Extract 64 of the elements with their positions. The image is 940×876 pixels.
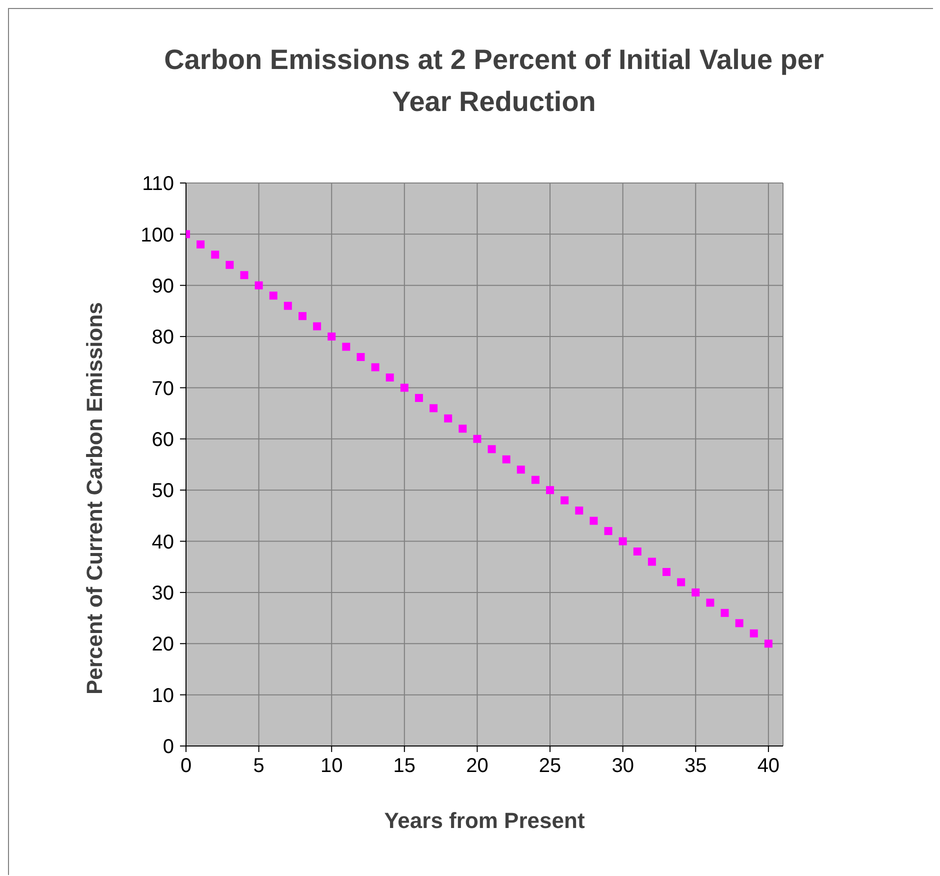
x-tick-label: 25 bbox=[538, 755, 562, 778]
point bbox=[298, 312, 306, 320]
x-tick-label: 30 bbox=[612, 755, 634, 778]
point bbox=[720, 608, 729, 617]
point bbox=[662, 568, 671, 576]
y-tick-label: 20 bbox=[152, 634, 174, 656]
point bbox=[546, 486, 554, 494]
point bbox=[444, 414, 452, 422]
point bbox=[750, 629, 758, 638]
chart-title: Carbon Emissions at 2 Percent of Initial Value per Year Reduction bbox=[163, 43, 825, 119]
y-tick-label: 30 bbox=[152, 582, 174, 605]
point bbox=[458, 424, 467, 433]
x-axis-title: Years from Present bbox=[384, 808, 586, 833]
x-tick-label: 5 bbox=[253, 755, 264, 778]
point bbox=[590, 516, 598, 525]
point bbox=[386, 373, 394, 382]
x-tick-label: 20 bbox=[466, 755, 488, 778]
y-tick-label: 110 bbox=[142, 173, 174, 196]
point bbox=[648, 558, 656, 566]
point bbox=[633, 548, 642, 556]
point bbox=[211, 250, 220, 259]
y-tick-label: 10 bbox=[152, 684, 174, 707]
point bbox=[735, 619, 744, 628]
point bbox=[473, 434, 482, 443]
y-tick-label: 80 bbox=[152, 326, 174, 349]
y-tick-label: 0 bbox=[162, 736, 174, 758]
x-tick-label: 15 bbox=[393, 755, 416, 778]
x-tick-label: 40 bbox=[757, 755, 780, 778]
point bbox=[414, 394, 423, 402]
point bbox=[328, 332, 336, 341]
point bbox=[618, 537, 627, 546]
point bbox=[430, 404, 438, 412]
y-tick-label: 100 bbox=[140, 224, 174, 246]
point bbox=[764, 640, 772, 648]
point bbox=[677, 578, 686, 586]
point bbox=[226, 260, 234, 269]
y-tick-label: 40 bbox=[152, 531, 174, 554]
point bbox=[371, 363, 380, 372]
point bbox=[560, 496, 569, 504]
y-axis-title: Percent of Current Carbon Emissions bbox=[82, 302, 107, 694]
point bbox=[531, 476, 540, 484]
y-tick-label: 60 bbox=[152, 429, 174, 452]
point bbox=[488, 445, 496, 454]
point bbox=[313, 322, 322, 330]
point bbox=[284, 302, 292, 310]
y-tick-label: 70 bbox=[152, 378, 174, 400]
point bbox=[269, 292, 278, 300]
point bbox=[356, 353, 365, 362]
point bbox=[604, 527, 612, 536]
y-tick-label: 90 bbox=[152, 275, 174, 298]
point bbox=[400, 384, 408, 392]
point bbox=[240, 271, 248, 280]
point bbox=[575, 506, 584, 515]
point bbox=[516, 466, 525, 474]
point bbox=[706, 598, 714, 607]
x-tick-label: 10 bbox=[320, 755, 343, 778]
y-tick-label: 50 bbox=[152, 480, 174, 502]
point bbox=[692, 588, 700, 596]
x-tick-label: 0 bbox=[180, 755, 192, 778]
x-tick-label: 35 bbox=[684, 755, 707, 778]
point bbox=[502, 455, 510, 464]
point bbox=[254, 281, 263, 290]
point bbox=[196, 240, 205, 248]
point bbox=[342, 342, 350, 351]
